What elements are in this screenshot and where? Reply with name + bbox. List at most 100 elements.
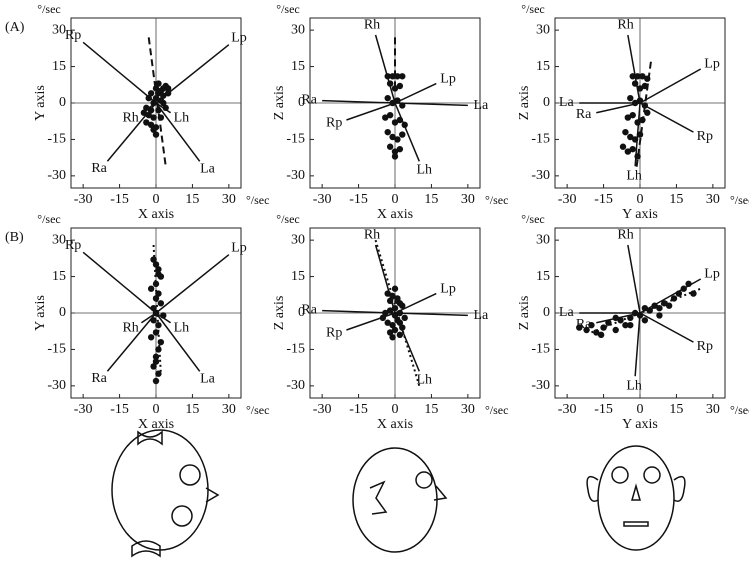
x-tick-label: 15 bbox=[185, 402, 199, 417]
x-tick-label: -15 bbox=[110, 402, 129, 417]
data-point bbox=[150, 114, 156, 120]
data-point bbox=[387, 144, 393, 150]
x-tick-label: 30 bbox=[706, 402, 720, 417]
y-tick-label: 0 bbox=[543, 95, 550, 110]
y-tick-label: 0 bbox=[59, 305, 66, 320]
y-axis-label: Z axis bbox=[272, 296, 287, 331]
data-point bbox=[588, 322, 594, 328]
x-tick-label: 15 bbox=[669, 402, 683, 417]
data-point bbox=[627, 322, 633, 328]
data-point bbox=[387, 307, 393, 313]
x-tick-label: -15 bbox=[349, 192, 368, 207]
y-tick-label: -30 bbox=[286, 168, 305, 183]
data-point bbox=[681, 286, 687, 292]
canal-label: Rp bbox=[326, 116, 342, 131]
canal-label: Rp bbox=[326, 326, 342, 341]
x-tick-label: -15 bbox=[594, 192, 613, 207]
y-tick-label: -15 bbox=[47, 132, 66, 147]
data-point bbox=[402, 315, 408, 321]
x-tick-label: 30 bbox=[706, 192, 720, 207]
x-tick-label: 0 bbox=[153, 402, 160, 417]
y-tick-label: 0 bbox=[59, 95, 66, 110]
y-tick-label: 15 bbox=[536, 269, 550, 284]
x-tick-label: 0 bbox=[637, 192, 644, 207]
data-point bbox=[630, 146, 636, 152]
x-tick-label: -30 bbox=[558, 402, 577, 417]
x-tick-label: -30 bbox=[74, 402, 93, 417]
data-point bbox=[576, 324, 582, 330]
canal-plane-line bbox=[83, 252, 156, 313]
canal-label: Rh bbox=[122, 110, 138, 125]
panel: -30-1501530-30-1501530Y axisZ axis°/sec°… bbox=[517, 2, 749, 222]
data-point bbox=[389, 334, 395, 340]
data-point bbox=[141, 110, 147, 116]
canal-label: La bbox=[473, 308, 489, 323]
canal-label: Lp bbox=[440, 72, 456, 87]
y-tick-label: -15 bbox=[47, 342, 66, 357]
data-point bbox=[150, 305, 156, 311]
eye bbox=[180, 465, 200, 485]
data-point bbox=[632, 80, 638, 86]
x-tick-label: 0 bbox=[392, 192, 399, 207]
data-point bbox=[387, 80, 393, 86]
canal-label: Ra bbox=[301, 302, 317, 317]
x-tick-label: 15 bbox=[424, 402, 438, 417]
y-tick-label: -15 bbox=[531, 132, 550, 147]
data-point bbox=[583, 327, 589, 333]
data-point bbox=[656, 312, 662, 318]
data-point bbox=[666, 303, 672, 309]
canal-label: La bbox=[200, 372, 216, 387]
x-unit: °/sec bbox=[246, 403, 269, 417]
y-tick-label: 30 bbox=[536, 22, 550, 37]
y-axis-label: Y axis bbox=[33, 85, 48, 121]
canal-plane-line bbox=[376, 35, 395, 103]
ear bbox=[674, 477, 685, 502]
data-point bbox=[153, 378, 159, 384]
y-tick-label: 30 bbox=[52, 232, 66, 247]
head-side-view bbox=[353, 448, 446, 552]
data-point bbox=[385, 95, 391, 101]
y-tick-label: 30 bbox=[291, 22, 305, 37]
data-point bbox=[637, 97, 643, 103]
canal-label: Lp bbox=[704, 56, 720, 71]
x-tick-label: -30 bbox=[74, 192, 93, 207]
y-tick-label: -15 bbox=[286, 132, 305, 147]
x-tick-label: -30 bbox=[313, 402, 332, 417]
canal-label: Ra bbox=[91, 371, 107, 386]
ear bbox=[370, 482, 386, 514]
data-point bbox=[150, 317, 156, 323]
y-tick-label: -15 bbox=[286, 342, 305, 357]
y-tick-label: -30 bbox=[286, 378, 305, 393]
head-outline bbox=[598, 446, 674, 550]
canal-label: Lh bbox=[174, 110, 190, 125]
figure: -30-1501530-30-1501530X axisY axis°/sec°… bbox=[0, 0, 749, 561]
y-tick-label: 15 bbox=[52, 269, 66, 284]
data-point bbox=[385, 129, 391, 135]
canal-label: La bbox=[559, 305, 575, 320]
data-point bbox=[632, 136, 638, 142]
panel: -30-1501530-30-1501530X axisY axis°/sec°… bbox=[5, 212, 269, 432]
data-point bbox=[158, 300, 164, 306]
x-tick-label: -15 bbox=[594, 402, 613, 417]
x-axis-label: Y axis bbox=[622, 207, 658, 222]
canal-plane-line bbox=[628, 245, 640, 313]
y-unit: °/sec bbox=[521, 212, 544, 226]
y-tick-label: 15 bbox=[291, 269, 305, 284]
data-point bbox=[392, 286, 398, 292]
y-axis-label: Z axis bbox=[517, 296, 532, 331]
x-tick-label: 15 bbox=[424, 192, 438, 207]
x-unit: °/sec bbox=[485, 403, 508, 417]
y-unit: °/sec bbox=[276, 2, 299, 16]
canal-label: Rp bbox=[697, 129, 713, 144]
ear bbox=[587, 477, 598, 502]
y-tick-label: -30 bbox=[531, 378, 550, 393]
data-point bbox=[148, 286, 154, 292]
head-front-view bbox=[587, 446, 685, 550]
canal-label: Rh bbox=[364, 18, 380, 33]
canal-label: La bbox=[559, 95, 575, 110]
data-point bbox=[397, 332, 403, 338]
canal-label: Lh bbox=[626, 168, 642, 183]
x-tick-label: -15 bbox=[110, 192, 129, 207]
data-point bbox=[394, 97, 400, 103]
